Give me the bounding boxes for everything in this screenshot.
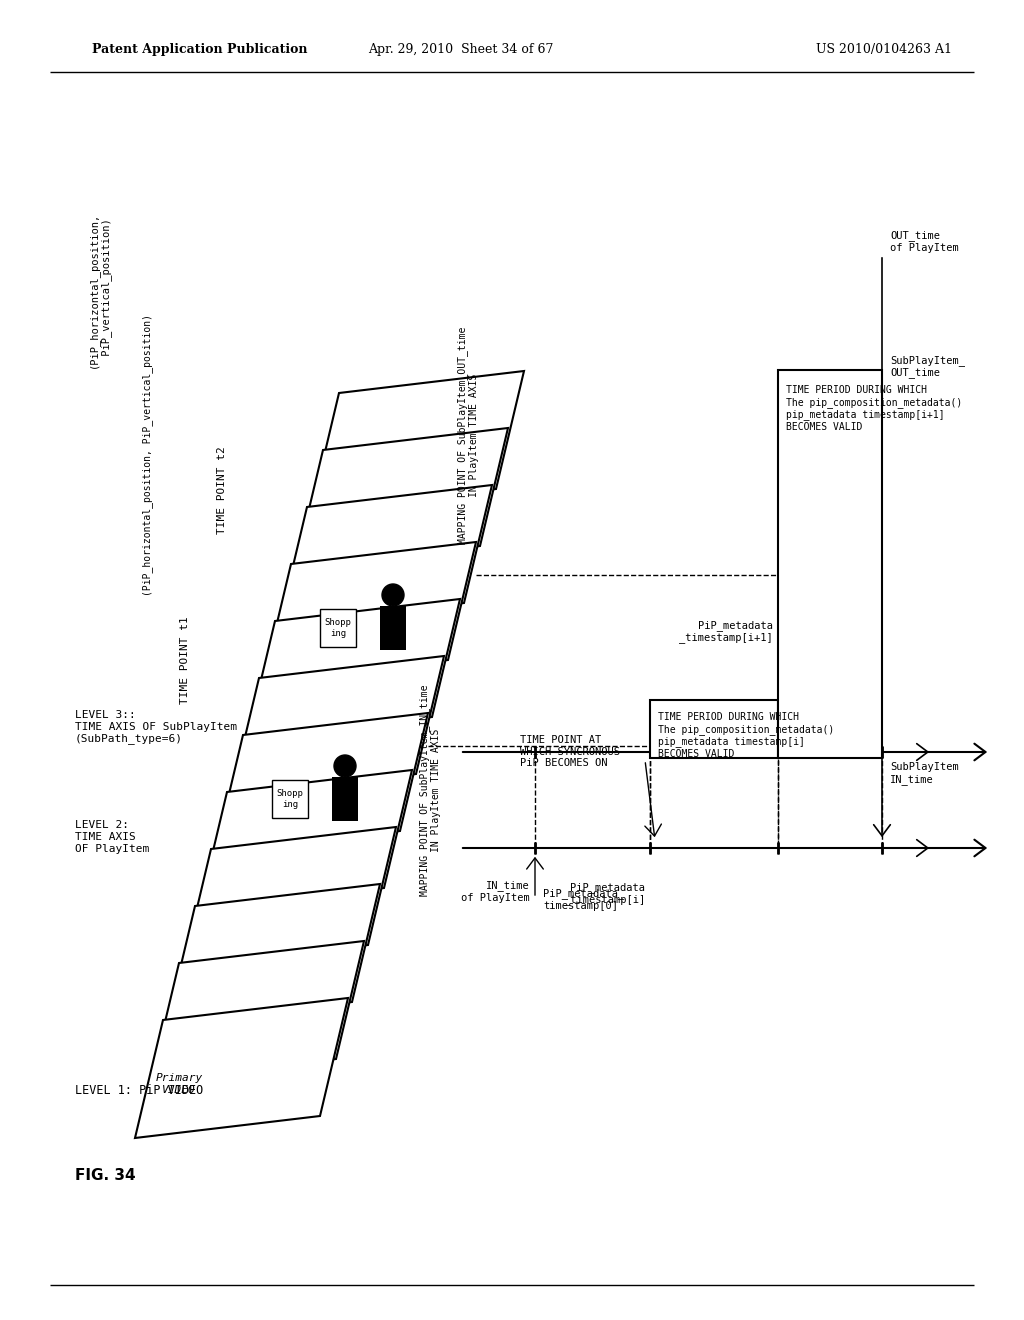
Text: (PiP_horizontal_position, PiP_vertical_position): (PiP_horizontal_position, PiP_vertical_p… xyxy=(142,314,154,597)
Text: LEVEL 2:: LEVEL 2: xyxy=(75,820,129,830)
Polygon shape xyxy=(231,656,444,796)
Text: PiP_metadata
_timestamp[i+1]: PiP_metadata _timestamp[i+1] xyxy=(679,620,773,643)
Polygon shape xyxy=(311,371,524,511)
Polygon shape xyxy=(183,828,396,968)
Text: Apr. 29, 2010  Sheet 34 of 67: Apr. 29, 2010 Sheet 34 of 67 xyxy=(368,44,554,57)
Polygon shape xyxy=(778,370,882,758)
Polygon shape xyxy=(247,599,460,739)
Text: Shopp
ing: Shopp ing xyxy=(276,789,303,809)
Text: TIME POINT t2: TIME POINT t2 xyxy=(217,446,227,533)
Text: MAPPING POINT OF SubPlayItem_OUT_time
IN PlayItem TIME AXIS: MAPPING POINT OF SubPlayItem_OUT_time IN… xyxy=(457,326,479,544)
Text: SubPlayItem
IN_time: SubPlayItem IN_time xyxy=(890,762,958,784)
Text: LEVEL 1: PiP VIDEO: LEVEL 1: PiP VIDEO xyxy=(75,1084,203,1097)
Text: PiP_metadata_
timestamp[0]: PiP_metadata_ timestamp[0] xyxy=(543,888,625,911)
Text: TIME POINT t1: TIME POINT t1 xyxy=(180,616,190,704)
Text: SubPlayItem_
OUT_time: SubPlayItem_ OUT_time xyxy=(890,355,965,379)
Polygon shape xyxy=(167,884,380,1024)
Polygon shape xyxy=(263,543,476,682)
Text: OUT_time
of PlayItem: OUT_time of PlayItem xyxy=(890,230,958,252)
Polygon shape xyxy=(279,484,492,624)
Text: (SubPath_type=6): (SubPath_type=6) xyxy=(75,734,183,744)
Circle shape xyxy=(382,583,404,606)
Polygon shape xyxy=(215,713,428,853)
Text: (PiP_horizontal_position,
 PiP_vertical_position): (PiP_horizontal_position, PiP_vertical_p… xyxy=(88,213,112,368)
Polygon shape xyxy=(199,770,412,909)
Text: TIME AXIS OF SubPlayItem: TIME AXIS OF SubPlayItem xyxy=(75,722,237,733)
Polygon shape xyxy=(135,998,348,1138)
Text: OF PlayItem: OF PlayItem xyxy=(75,843,150,854)
Polygon shape xyxy=(380,606,406,649)
Text: TIME PERIOD DURING WHICH
The pip_composition_metadata()
pip_metadata timestamp[i: TIME PERIOD DURING WHICH The pip_composi… xyxy=(658,711,835,759)
Polygon shape xyxy=(319,609,356,647)
Text: TIME PERIOD DURING WHICH
The pip_composition_metadata()
pip_metadata timestamp[i: TIME PERIOD DURING WHICH The pip_composi… xyxy=(786,385,963,432)
Text: PiP_metadata
_timestamp[i]: PiP_metadata _timestamp[i] xyxy=(564,882,645,906)
Polygon shape xyxy=(272,780,308,818)
Polygon shape xyxy=(650,700,778,758)
Polygon shape xyxy=(295,428,508,568)
Text: IN_time
of PlayItem: IN_time of PlayItem xyxy=(461,880,530,903)
Text: FIG. 34: FIG. 34 xyxy=(75,1167,135,1183)
Polygon shape xyxy=(332,777,358,821)
Text: Shopp
ing: Shopp ing xyxy=(325,618,351,638)
Text: TIME POINT AT
WHICH SYNCRONOUS
PiP BECOMES ON: TIME POINT AT WHICH SYNCRONOUS PiP BECOM… xyxy=(520,735,620,768)
Text: Patent Application Publication: Patent Application Publication xyxy=(92,44,307,57)
Circle shape xyxy=(334,755,356,777)
Text: TIME AXIS: TIME AXIS xyxy=(75,832,136,842)
Text: LEVEL 3::: LEVEL 3:: xyxy=(75,710,136,719)
Text: US 2010/0104263 A1: US 2010/0104263 A1 xyxy=(816,44,952,57)
Text: Primary
VIDEO: Primary VIDEO xyxy=(156,1073,203,1094)
Text: MAPPING POINT OF SubPlayItem_IN_time
IN PlayItem TIME AXIS: MAPPING POINT OF SubPlayItem_IN_time IN … xyxy=(419,684,441,896)
Polygon shape xyxy=(151,941,364,1081)
